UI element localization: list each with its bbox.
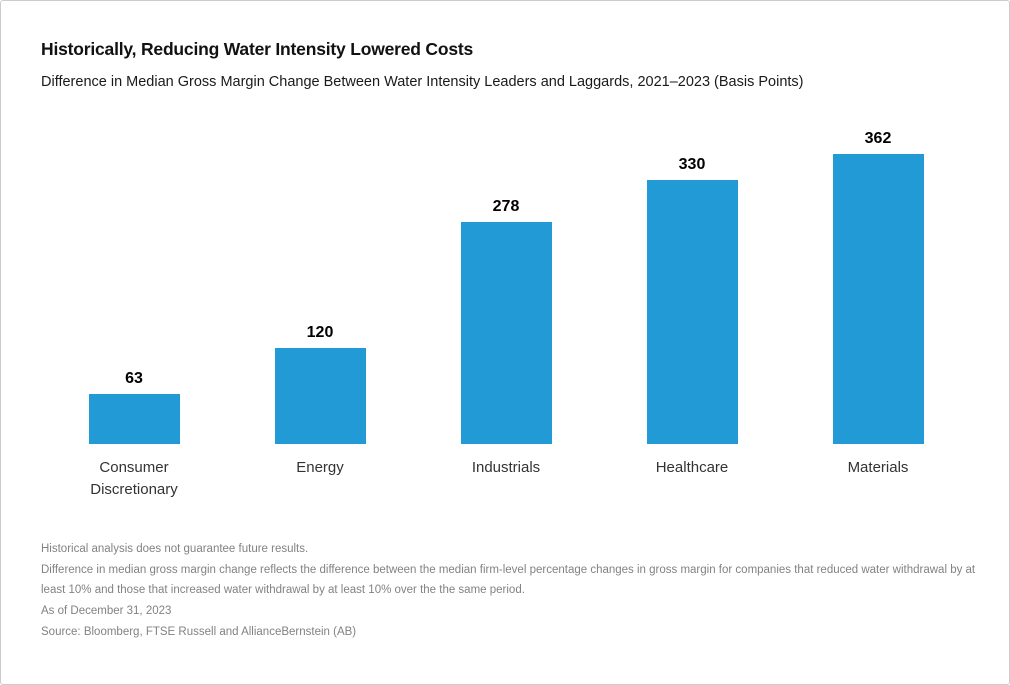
chart-title: Historically, Reducing Water Intensity L… — [41, 39, 474, 59]
bar — [88, 393, 180, 444]
bar — [274, 348, 366, 444]
category-label-text: Healthcare — [655, 459, 729, 476]
plot-area: 63 120 278 330 362 — [41, 126, 971, 444]
footnotes: Historical analysis does not guarantee f… — [41, 539, 976, 642]
category-label: Materials — [785, 457, 971, 501]
category-label: Energy — [227, 457, 413, 501]
bar-column: 330 — [599, 157, 785, 444]
bar-value-label: 362 — [864, 130, 892, 148]
bar-value-label: 330 — [678, 156, 706, 173]
category-label: Consumer Discretionary — [41, 457, 227, 501]
chart-subtitle: Difference in Median Gross Margin Change… — [41, 74, 804, 90]
category-label-text: Materials — [847, 459, 909, 476]
category-label-text: Consumer Discretionary — [90, 459, 178, 498]
footnote-methodology: Difference in median gross margin change… — [41, 563, 976, 597]
category-label-text: Energy — [296, 459, 344, 476]
bar-column: 120 — [227, 325, 413, 444]
bar — [646, 180, 738, 444]
x-axis-labels: Consumer Discretionary Energy Industrials H… — [41, 457, 971, 501]
footnote-source: Source: Bloomberg, FTSE Russell and Alli… — [41, 625, 357, 638]
bar-value-label: 278 — [492, 197, 520, 215]
footnote-disclaimer: Historical analysis does not guarantee f… — [41, 543, 309, 555]
category-label-text: Industrials — [471, 459, 541, 476]
category-label: Industrials — [413, 457, 599, 501]
bar-column: 63 — [41, 369, 227, 444]
bar — [832, 154, 924, 444]
footnote-as-of-date: As of December 31, 2023 — [41, 605, 172, 618]
bar-chart: 63 120 278 330 362 Consumer Discretionary Ene… — [41, 126, 971, 501]
bar — [460, 221, 552, 444]
bar-value-label: 120 — [306, 324, 334, 341]
bar-column: 362 — [785, 131, 971, 444]
category-label: Healthcare — [599, 457, 785, 501]
bar-column: 278 — [413, 197, 599, 444]
bar-value-label: 63 — [125, 369, 143, 387]
